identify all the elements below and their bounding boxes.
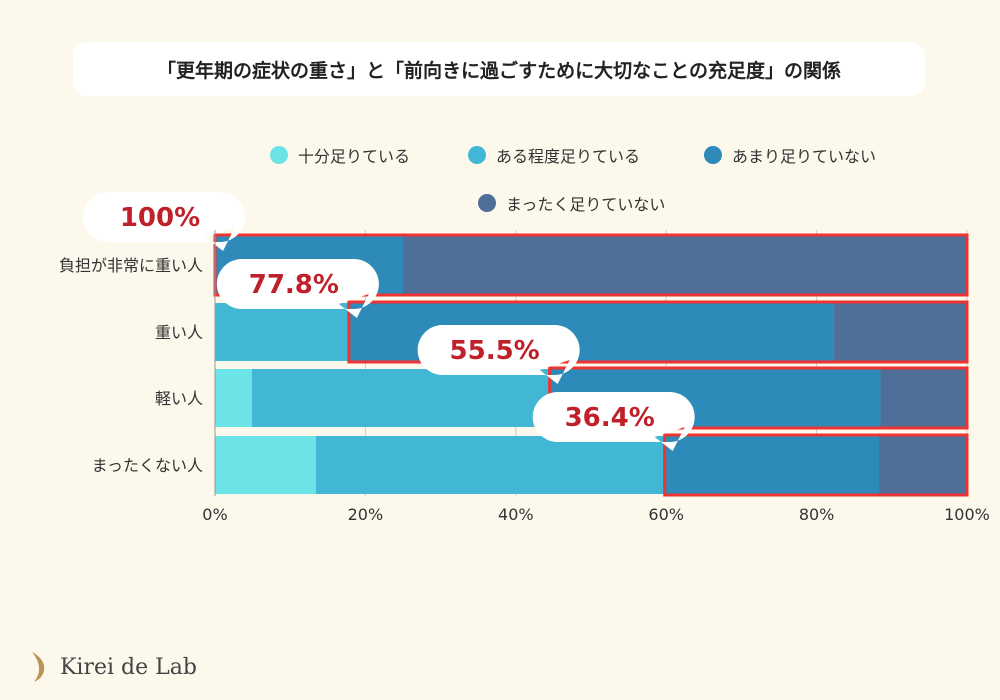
legend-label: あまり足りていない	[732, 147, 877, 166]
bar-segment	[215, 436, 316, 494]
bar-segment	[664, 436, 880, 494]
bar-segment	[403, 236, 967, 294]
x-tick-label: 60%	[648, 505, 684, 524]
legend-swatch	[704, 146, 722, 164]
x-tick-label: 40%	[498, 505, 534, 524]
category-label: 重い人	[155, 323, 203, 342]
legend-swatch	[478, 194, 496, 212]
logo-leaf-icon	[32, 652, 45, 682]
bar-segment	[833, 303, 967, 361]
category-label: 軽い人	[155, 389, 203, 408]
callout-bubble	[83, 192, 245, 251]
legend-swatch	[270, 146, 288, 164]
callout-bubble	[532, 392, 695, 451]
legend-label: まったく足りていない	[506, 195, 666, 214]
bar-segment	[315, 436, 665, 494]
highlight-box	[663, 433, 969, 497]
logo: Kirei de Lab	[26, 650, 197, 684]
legend-item: まったく足りていない	[478, 191, 665, 215]
legend-label: 十分足りている	[298, 147, 411, 166]
category-label: まったくない人	[92, 456, 203, 475]
bar-segment	[251, 369, 550, 427]
callout-value: 77.8%	[249, 270, 339, 300]
legend-label: ある程度足りている	[496, 147, 641, 166]
x-tick-label: 0%	[202, 505, 227, 524]
callout-value: 100%	[120, 203, 200, 233]
highlight-box	[347, 300, 969, 364]
x-tick-label: 100%	[944, 505, 990, 524]
legend-item: あまり足りていない	[704, 143, 876, 167]
bar-segment	[879, 436, 967, 494]
x-tick-label: 20%	[348, 505, 384, 524]
bar-segment	[215, 303, 349, 361]
x-tick-label: 80%	[799, 505, 835, 524]
legend-item: ある程度足りている	[468, 143, 640, 167]
legend-item: 十分足りている	[270, 143, 410, 167]
legend-swatch	[468, 146, 486, 164]
logo-text: Kirei de Lab	[60, 654, 197, 680]
chart-title: 「更年期の症状の重さ」と「前向きに過ごすために大切なことの充足度」の関係	[73, 42, 925, 96]
bar-segment	[215, 369, 252, 427]
callout-value: 55.5%	[450, 336, 540, 366]
callout-bubble	[216, 259, 379, 318]
callout-value: 36.4%	[565, 403, 655, 433]
bar-segment	[880, 369, 967, 427]
category-label: 負担が非常に重い人	[59, 256, 203, 275]
callout-bubble	[417, 325, 580, 384]
